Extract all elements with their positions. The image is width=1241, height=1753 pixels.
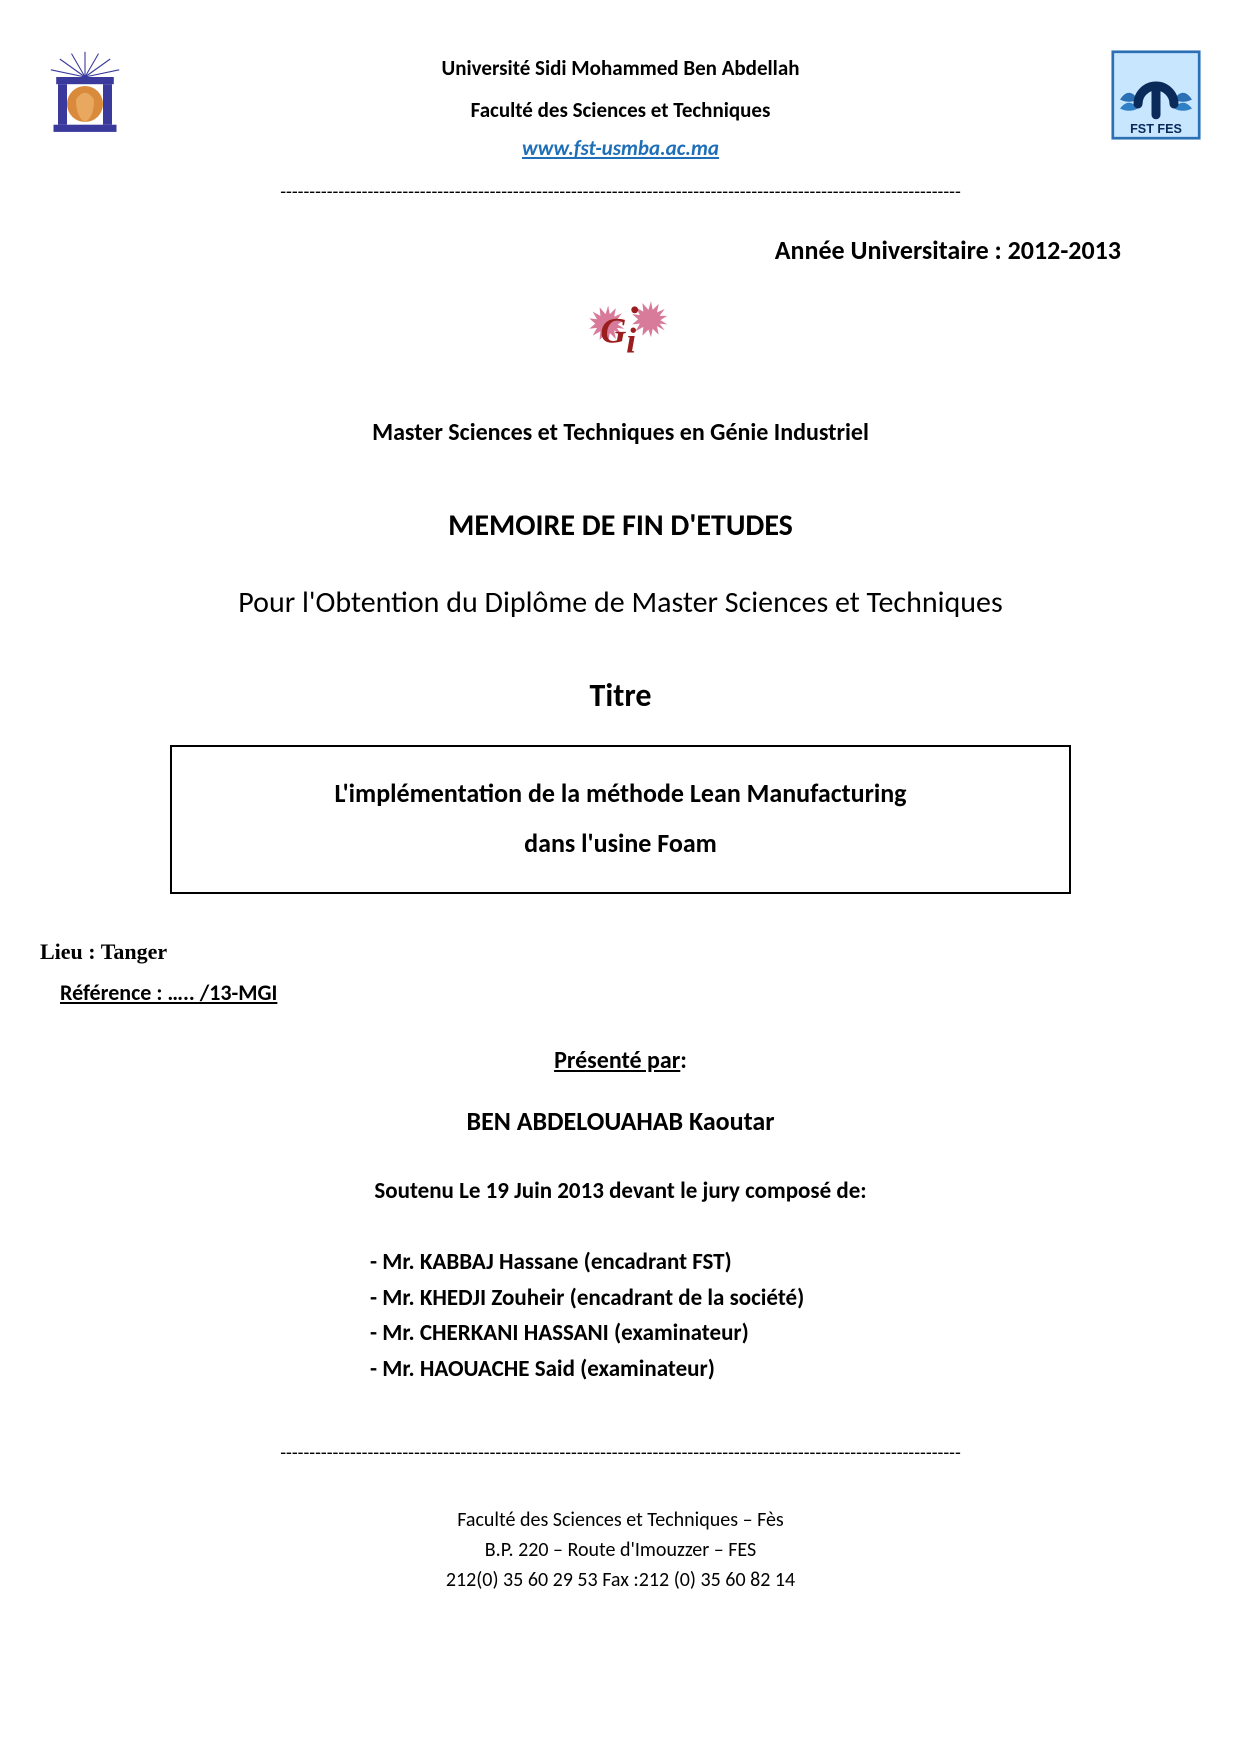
presente-line: Présenté par: xyxy=(40,1046,1201,1075)
academic-year: Année Universitaire : 2012-2013 xyxy=(40,234,1201,266)
presente-colon: : xyxy=(680,1046,687,1075)
header-row: Université Sidi Mohammed Ben Abdellah Fa… xyxy=(40,50,1201,161)
project-title-box: L'implémentation de la méthode Lean Manu… xyxy=(170,745,1071,894)
fst-logo-right: FST FES xyxy=(1111,50,1201,140)
svg-text:FST FES: FST FES xyxy=(1130,122,1182,136)
jury-member: - Mr. HAOUACHE Said (examinateur) xyxy=(370,1352,1201,1388)
gi-logo-wrap: G i xyxy=(40,291,1201,373)
footer-line3: 212(0) 35 60 29 53 Fax :212 (0) 35 60 82… xyxy=(40,1565,1201,1595)
reference-line: Référence : ….. /13-MGI xyxy=(60,979,1201,1006)
header-center: Université Sidi Mohammed Ben Abdellah Fa… xyxy=(130,50,1111,161)
footer-block: Faculté des Sciences et Techniques – Fès… xyxy=(40,1505,1201,1595)
university-logo-left xyxy=(40,50,130,140)
soutenu-line: Soutenu Le 19 Juin 2013 devant le jury c… xyxy=(40,1177,1201,1205)
project-title-line2: dans l'usine Foam xyxy=(192,819,1049,868)
memoire-heading: MEMOIRE DE FIN D'ETUDES xyxy=(40,507,1201,544)
jury-member: - Mr. CHERKANI HASSANI (examinateur) xyxy=(370,1316,1201,1352)
jury-member: - Mr. KHEDJI Zouheir (encadrant de la so… xyxy=(370,1281,1201,1317)
bottom-separator: ----------------------------------------… xyxy=(40,1442,1201,1465)
svg-text:i: i xyxy=(626,321,636,361)
lieu-line: Lieu : Tanger xyxy=(40,939,1201,965)
obtention-line: Pour l'Obtention du Diplôme de Master Sc… xyxy=(40,584,1201,621)
faculty-name: Faculté des Sciences et Techniques xyxy=(130,97,1111,123)
footer-line2: B.P. 220 – Route d'Imouzzer – FES xyxy=(40,1535,1201,1565)
project-title-line1: L'implémentation de la méthode Lean Manu… xyxy=(192,769,1049,818)
jury-block: - Mr. KABBAJ Hassane (encadrant FST) - M… xyxy=(370,1245,1201,1388)
program-name: Master Sciences et Techniques en Génie I… xyxy=(40,418,1201,447)
titre-label: Titre xyxy=(40,676,1201,715)
svg-text:G: G xyxy=(600,310,626,350)
author-name: BEN ABDELOUAHAB Kaoutar xyxy=(40,1105,1201,1137)
top-separator: ----------------------------------------… xyxy=(40,181,1201,204)
jury-member: - Mr. KABBAJ Hassane (encadrant FST) xyxy=(370,1245,1201,1281)
university-name: Université Sidi Mohammed Ben Abdellah xyxy=(130,55,1111,81)
footer-line1: Faculté des Sciences et Techniques – Fès xyxy=(40,1505,1201,1535)
gi-logo-icon: G i xyxy=(561,291,681,371)
website-link[interactable]: www.fst-usmba.ac.ma xyxy=(522,135,719,161)
presente-label: Présenté par xyxy=(554,1046,680,1075)
